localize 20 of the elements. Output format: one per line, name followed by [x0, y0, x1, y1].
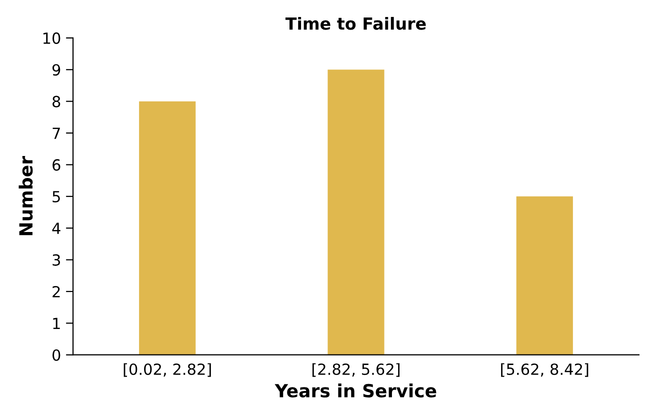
y-tick-label: 5 [52, 191, 60, 202]
y-axis-title: Number [18, 156, 33, 236]
bar [516, 196, 573, 355]
bar [328, 70, 384, 355]
bar [139, 101, 196, 355]
x-tick-label: [5.62, 8.42] [501, 363, 588, 377]
x-tick-label: [2.82, 5.62] [312, 363, 400, 377]
chart-title: Time to Failure [285, 16, 426, 30]
y-tick-label: 7 [52, 128, 60, 139]
y-tick-label: 3 [52, 254, 60, 266]
y-tick-label: 0 [52, 349, 60, 361]
y-tick-label: 9 [52, 64, 60, 76]
y-tick-label: 1 [53, 318, 60, 329]
x-axis-title: Years in Service [274, 384, 436, 398]
y-tick-label: 8 [52, 96, 60, 108]
y-tick-label: 4 [52, 222, 60, 234]
x-tick-label: [0.02, 2.82] [124, 363, 211, 377]
y-tick-label: 6 [52, 159, 60, 171]
y-tick-label: 10 [43, 32, 60, 44]
y-tick-label: 2 [52, 286, 60, 298]
